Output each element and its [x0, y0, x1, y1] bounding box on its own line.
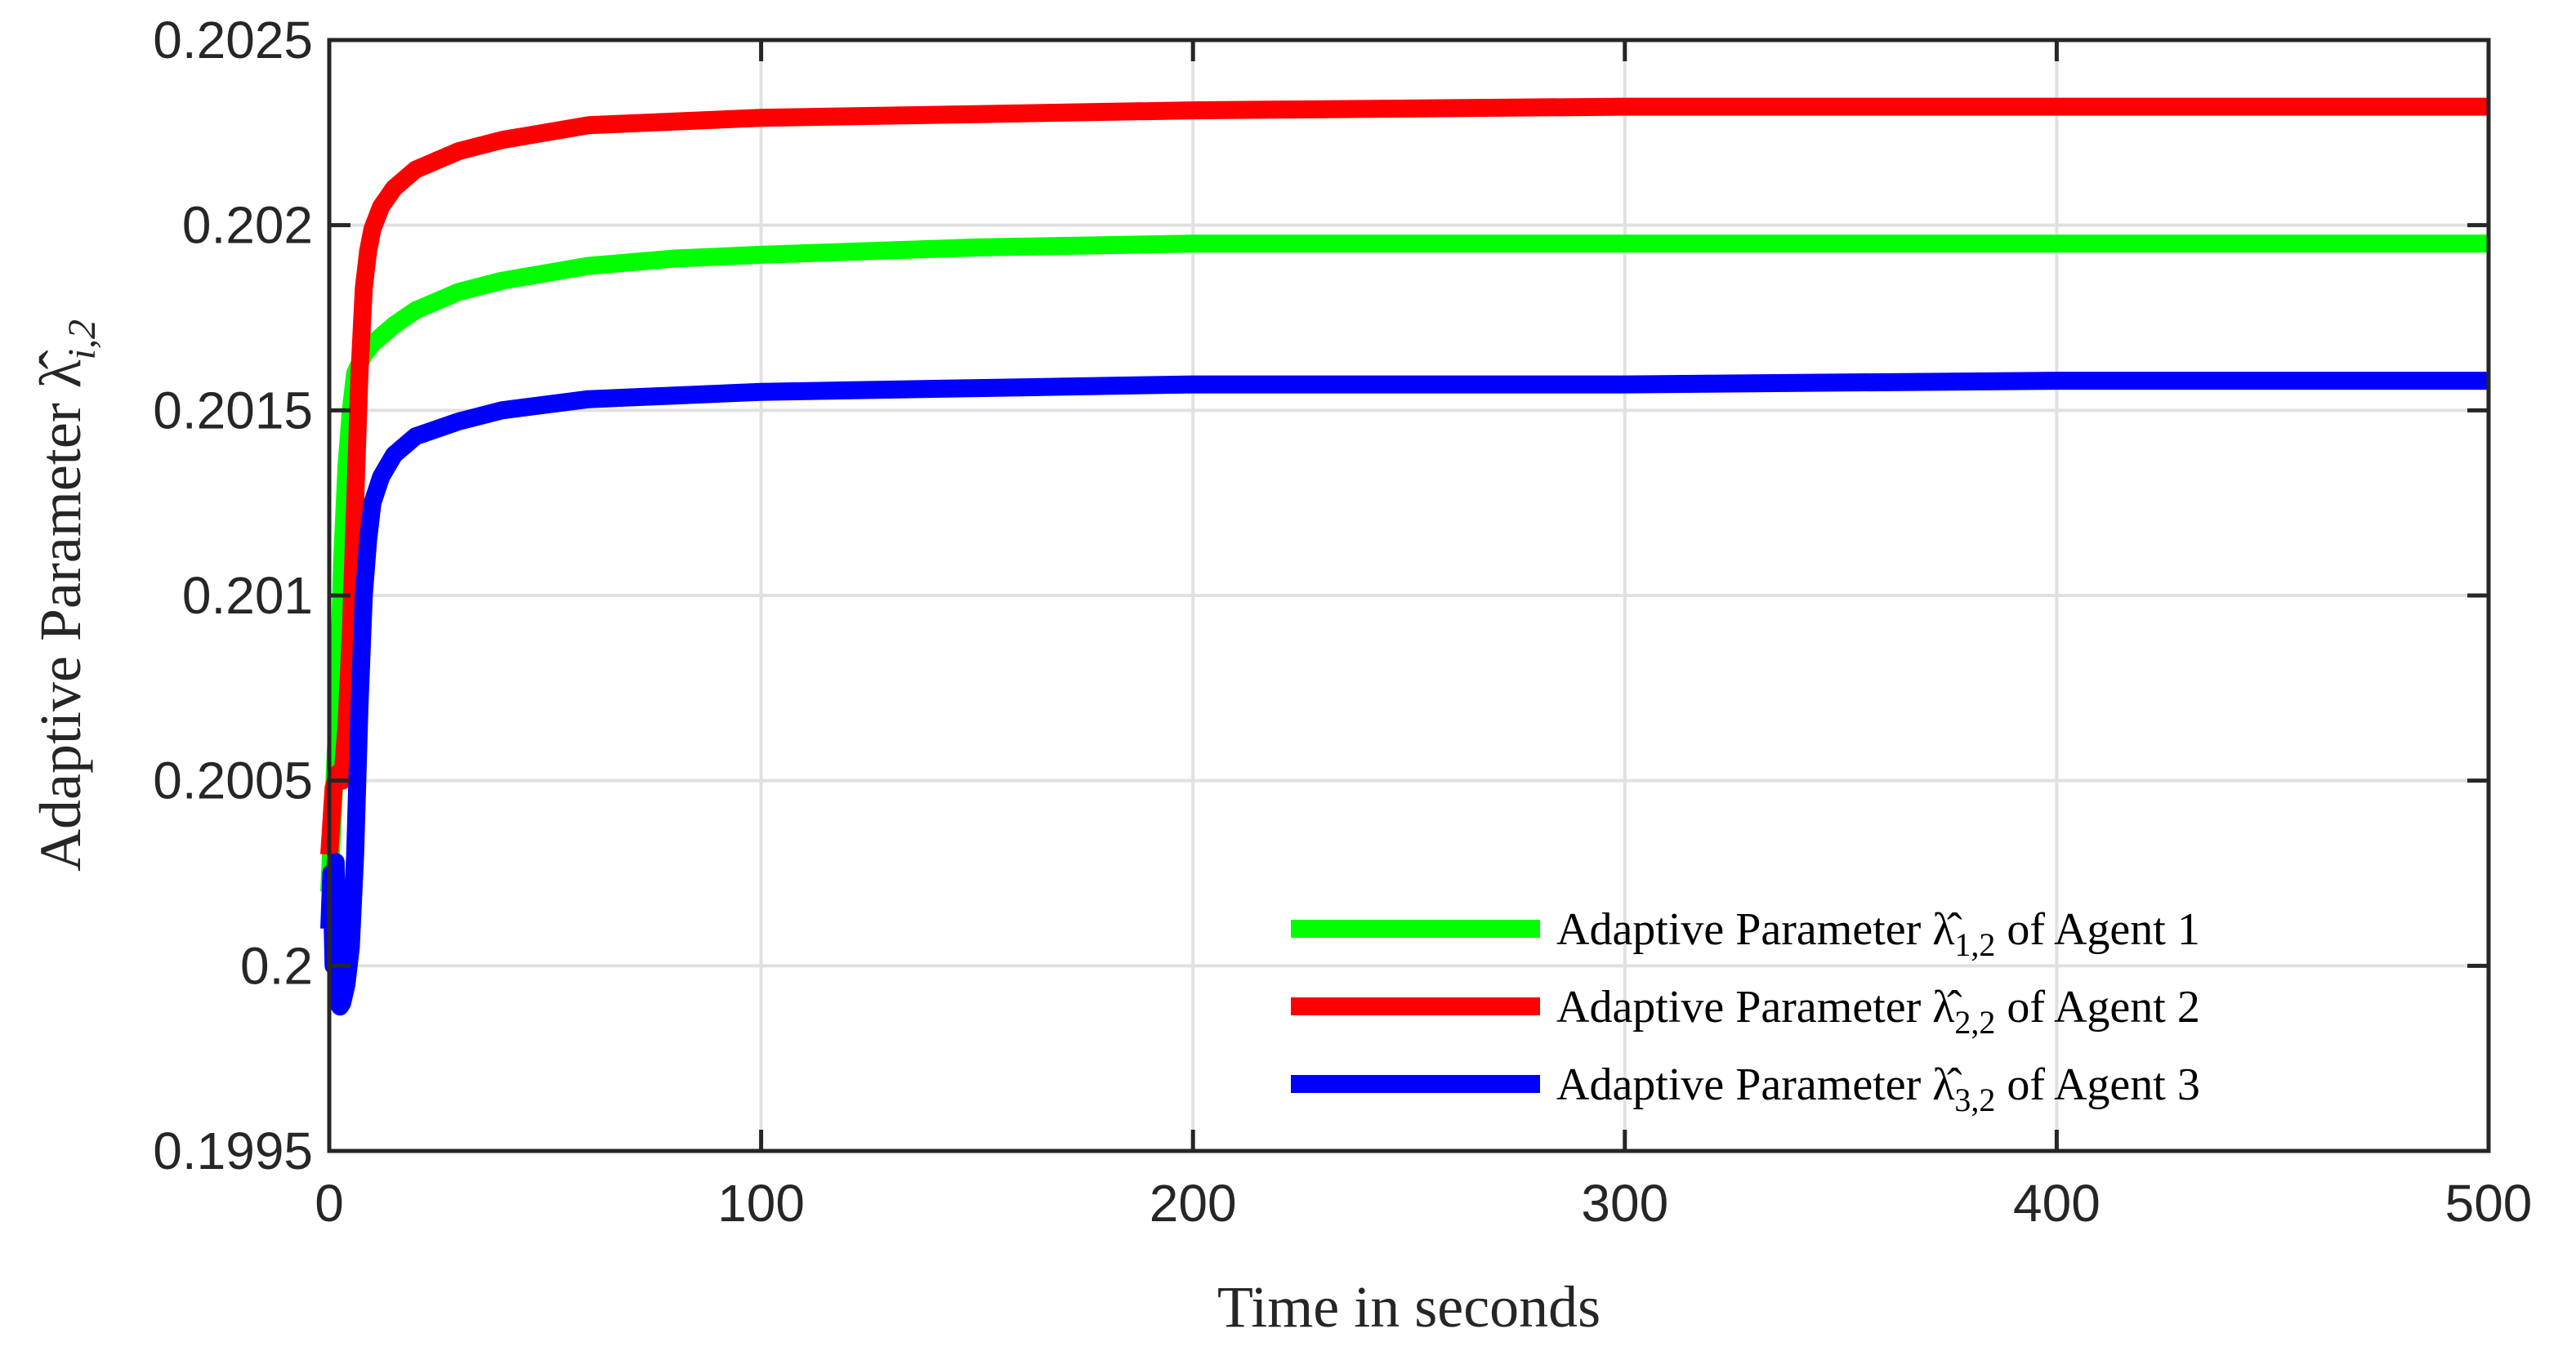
x-tick-label-2: 200 [1150, 1174, 1237, 1233]
y-axis-label-subscript: i,2 [60, 319, 104, 359]
x-tick-label-5: 500 [2445, 1174, 2533, 1233]
legend-label-agent-3: Adaptive Parameter λ̂3,2 of Agent 3 [1556, 1059, 2200, 1118]
legend-label-suffix: of Agent 3 [1995, 1059, 2199, 1110]
legend-label-prefix: Adaptive Parameter λ̂ [1556, 1059, 1962, 1110]
plot-lines [320, 97, 2489, 1016]
y-tick-label-6: 0.2025 [153, 11, 313, 69]
legend-label-subscript: 2,2 [1954, 1004, 1995, 1041]
y-axis-label: Adaptive Parameter λ̂i,2 [28, 319, 104, 872]
legend-label-subscript: 3,2 [1954, 1082, 1995, 1118]
x-tick-label-4: 400 [2013, 1174, 2101, 1233]
axes [327, 38, 2491, 1153]
y-axis-label-text: Adaptive Parameter λ̂ [28, 350, 93, 872]
x-tick-label-1: 100 [717, 1174, 805, 1233]
legend-label-suffix: of Agent 2 [1995, 982, 2199, 1033]
series-line-agent-1 [320, 234, 2489, 893]
legend-label-agent-2: Adaptive Parameter λ̂2,2 of Agent 2 [1556, 982, 2200, 1041]
legend-label-prefix: Adaptive Parameter λ̂ [1556, 904, 1962, 955]
legend-label-agent-1: Adaptive Parameter λ̂1,2 of Agent 1 [1556, 904, 2200, 963]
tick-labels: 0 100 200 300 400 500 0.1995 0.2 0.2005 0.201 0.20… [153, 11, 2532, 1233]
series-line-agent-3 [320, 372, 2489, 1016]
y-tick-label-3: 0.201 [182, 566, 313, 625]
y-tick-label-4: 0.2015 [153, 381, 313, 439]
legend-label-subscript: 1,2 [1954, 926, 1995, 963]
series-line-agent-2 [320, 97, 2489, 856]
y-tick-label-1: 0.2 [240, 936, 313, 995]
y-tick-label-2: 0.2005 [153, 752, 313, 810]
legend: Adaptive Parameter λ̂1,2 of Agent 1Adapt… [1291, 904, 2200, 1118]
x-tick-label-0: 0 [315, 1174, 344, 1233]
y-tick-label-5: 0.202 [182, 196, 313, 255]
x-tick-label-3: 300 [1581, 1174, 1668, 1233]
y-tick-label-0: 0.1995 [153, 1122, 313, 1180]
gridlines [329, 40, 2489, 1151]
x-axis-label: Time in seconds [1217, 1274, 1601, 1340]
legend-label-prefix: Adaptive Parameter λ̂ [1556, 982, 1962, 1033]
legend-label-suffix: of Agent 1 [1995, 904, 2199, 955]
